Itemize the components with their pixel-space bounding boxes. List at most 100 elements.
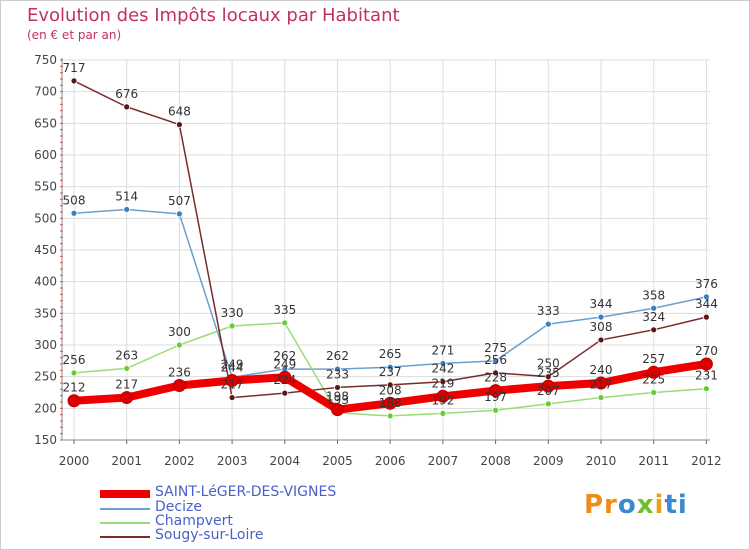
data-point [225, 373, 239, 387]
data-point [383, 396, 397, 410]
data-label: 228 [484, 371, 507, 385]
data-label: 300 [168, 325, 191, 339]
legend-swatch [100, 522, 150, 524]
series-layer [67, 77, 713, 420]
legend-label: Decize [155, 499, 202, 515]
data-point [386, 363, 394, 371]
data-point [544, 400, 552, 408]
legend-swatch [100, 508, 150, 510]
y-tick-label: 250 [34, 370, 57, 384]
data-label: 265 [379, 347, 402, 361]
y-tick-label: 650 [34, 116, 57, 130]
data-label: 235 [537, 366, 560, 380]
y-tick-label: 150 [34, 433, 57, 447]
data-point [699, 357, 713, 371]
data-point [650, 326, 658, 334]
data-label: 240 [590, 363, 613, 377]
x-tick-label: 2009 [533, 454, 564, 468]
legend-swatch [100, 536, 150, 538]
data-label: 224 [273, 373, 296, 387]
x-tick-label: 2010 [586, 454, 617, 468]
y-tick-label: 550 [34, 180, 57, 194]
data-point [703, 385, 710, 393]
data-label: 507 [168, 194, 191, 208]
data-label: 508 [63, 193, 86, 207]
data-label: 197 [484, 390, 507, 404]
data-point [597, 336, 605, 344]
data-label: 358 [642, 288, 665, 302]
data-label: 236 [168, 366, 191, 380]
data-point [172, 379, 186, 393]
x-tick-label: 2004 [270, 454, 301, 468]
data-label: 256 [63, 353, 86, 367]
data-label: 308 [590, 320, 613, 334]
data-point [331, 403, 344, 417]
data-label: 192 [431, 393, 454, 407]
data-label: 217 [221, 378, 244, 392]
data-point [492, 357, 500, 365]
data-point [278, 370, 292, 384]
data-label: 237 [379, 365, 402, 379]
data-label: 257 [642, 352, 665, 366]
data-label: 271 [431, 343, 454, 357]
data-label: 207 [537, 384, 560, 398]
data-label: 330 [221, 306, 244, 320]
data-label: 249 [273, 357, 296, 371]
legend-label: Champvert [155, 513, 233, 529]
data-label: 333 [537, 304, 560, 318]
data-point [334, 384, 341, 391]
y-tick-label: 750 [34, 53, 57, 67]
data-point [650, 389, 658, 396]
chart-subtitle: (en € et par an) [27, 28, 122, 42]
data-label: 262 [273, 349, 296, 363]
data-label: 324 [642, 310, 665, 324]
data-point [70, 209, 78, 217]
data-label: 249 [221, 357, 244, 371]
data-label: 231 [695, 369, 718, 383]
x-tick-label: 2000 [59, 454, 90, 468]
data-label: 193 [326, 393, 349, 407]
data-label: 262 [326, 349, 349, 363]
x-tick-label: 2005 [322, 454, 353, 468]
y-tick-label: 700 [34, 85, 57, 99]
data-point [439, 409, 447, 417]
y-tick-label: 500 [34, 211, 57, 225]
data-point [70, 77, 78, 85]
data-label: 344 [590, 297, 613, 311]
data-label: 198 [326, 390, 349, 404]
data-label: 648 [168, 105, 191, 119]
data-point [492, 369, 500, 377]
x-tick-label: 2012 [691, 454, 722, 468]
data-label: 250 [537, 357, 560, 371]
data-point [436, 389, 450, 403]
data-point [123, 365, 131, 372]
data-label: 188 [379, 396, 402, 410]
data-label: 256 [484, 353, 507, 367]
data-label: 212 [63, 381, 86, 395]
data-point [386, 381, 394, 389]
chart-title: Evolution des Impôts locaux par Habitant [27, 5, 400, 26]
data-label: 676 [115, 87, 138, 101]
y-tick-label: 600 [34, 148, 57, 162]
data-point [175, 341, 183, 349]
data-point [703, 293, 710, 301]
x-tick-label: 2007 [428, 454, 459, 468]
y-tick-label: 300 [34, 338, 57, 352]
data-point [281, 319, 289, 327]
y-tick-label: 350 [34, 306, 57, 320]
data-label: 233 [326, 367, 349, 381]
data-label: 270 [695, 344, 718, 358]
data-label: 514 [115, 189, 138, 203]
data-point [175, 121, 183, 128]
x-tick-label: 2008 [480, 454, 511, 468]
data-point [703, 313, 710, 321]
x-tick-label: 2003 [217, 454, 248, 468]
data-point [489, 384, 503, 398]
x-tick-label: 2001 [111, 454, 142, 468]
data-point [120, 391, 134, 405]
data-label: 263 [115, 348, 138, 362]
data-point [597, 313, 605, 321]
data-point [386, 412, 394, 420]
data-point [650, 304, 658, 312]
